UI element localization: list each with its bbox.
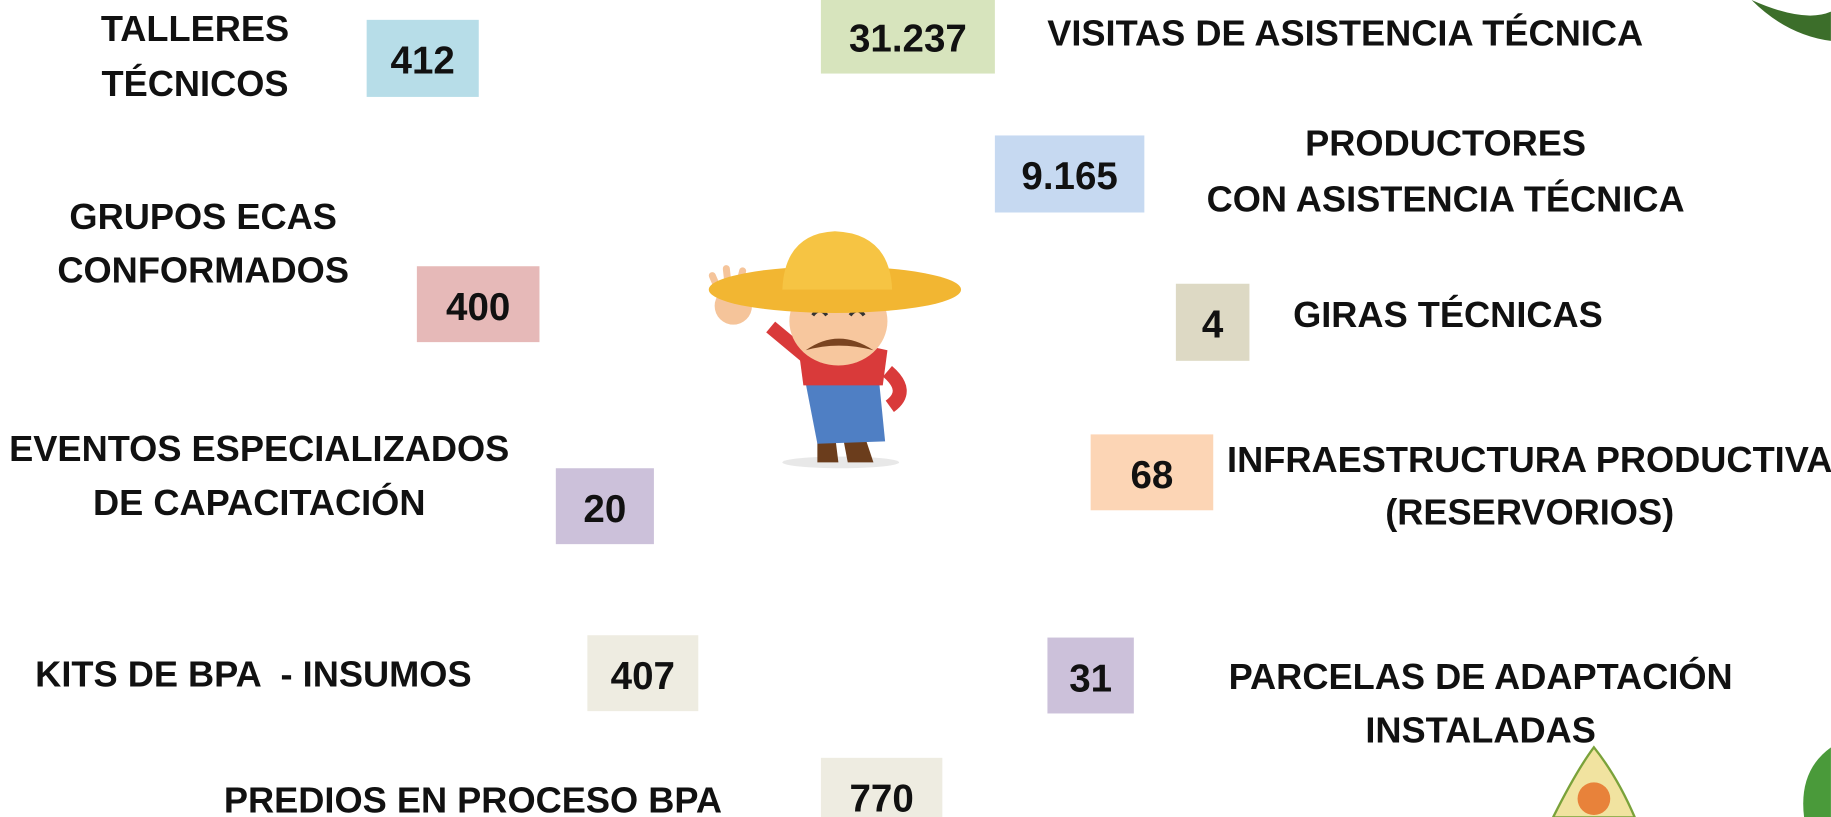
page: TALLERES TÉCNICOS 412 GRUPOS ECAS CONFORMADO…: [0, 0, 1831, 817]
stat-value: 400: [417, 266, 540, 342]
stat-label: CON ASISTENCIA TÉCNICA: [1207, 179, 1685, 221]
stat-label: GRUPOS ECAS: [69, 196, 337, 238]
stat-value: 407: [587, 635, 698, 711]
stat-value: 31.237: [821, 0, 995, 74]
stat-label: TALLERES: [101, 8, 289, 50]
leaf-decoration: [1752, 0, 1831, 41]
stat-label: GIRAS TÉCNICAS: [1293, 294, 1603, 336]
stat-label: TÉCNICOS: [101, 63, 288, 105]
stat-value: 770: [821, 758, 942, 817]
stat-label: (RESERVORIOS): [1385, 492, 1674, 534]
stat-value: 68: [1091, 434, 1214, 510]
stat-label: INSTALADAS: [1365, 710, 1596, 752]
stat-label: EVENTOS ESPECIALIZADOS: [9, 429, 509, 471]
stat-label: DE CAPACITACIÓN: [93, 482, 426, 524]
logo-decoration: [1578, 782, 1611, 815]
stat-label: CONFORMADOS: [57, 250, 349, 292]
stat-value: 31: [1047, 638, 1133, 714]
stat-label: PREDIOS EN PROCESO BPA: [224, 780, 722, 817]
stat-label: INFRAESTRUCTURA PRODUCTIVA: [1227, 439, 1831, 481]
stat-value: 9.165: [995, 135, 1144, 212]
stat-value: 412: [367, 20, 479, 97]
stat-label: VISITAS DE ASISTENCIA TÉCNICA: [1047, 13, 1643, 55]
stat-label: PRODUCTORES: [1305, 123, 1586, 165]
stat-value: 20: [556, 468, 654, 544]
slide: TALLERES TÉCNICOS 412 GRUPOS ECAS CONFORMADO…: [0, 0, 1831, 817]
farmer-illustration: [709, 231, 961, 468]
stat-value: 4: [1176, 284, 1250, 361]
logo-decoration: [1803, 747, 1831, 817]
stat-label: KITS DE BPA - INSUMOS: [35, 654, 471, 696]
stat-label: PARCELAS DE ADAPTACIÓN: [1229, 656, 1733, 698]
